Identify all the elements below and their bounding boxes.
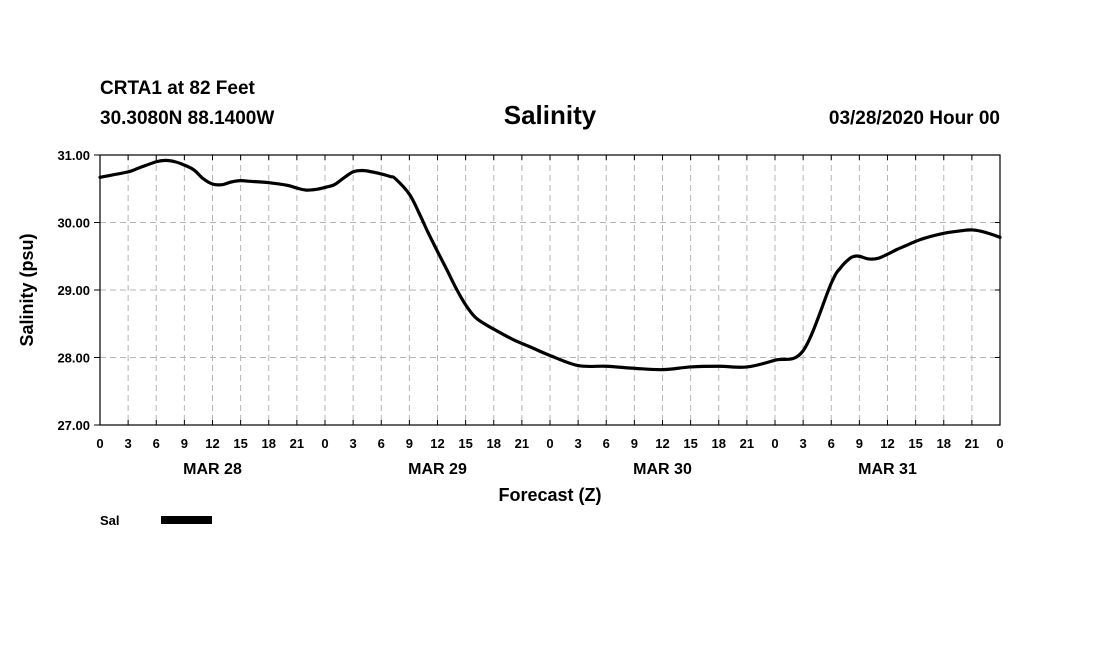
x-tick-label: 18 [937,436,951,451]
x-tick-label: 18 [487,436,501,451]
x-tick-label: 9 [856,436,863,451]
station-label: CRTA1 at 82 Feet [100,78,256,99]
y-tick-label: 28.00 [57,351,90,366]
x-tick-label: 12 [205,436,219,451]
legend-swatch-sal [161,516,212,524]
x-tick-label: 0 [96,436,103,451]
legend-label-sal: Sal [100,513,120,528]
x-tick-label: 9 [181,436,188,451]
y-tick-label: 27.00 [57,418,90,433]
x-tick-label: 15 [233,436,247,451]
run-time-label: 03/28/2020 Hour 00 [829,108,1000,129]
day-label: MAR 30 [633,461,692,478]
x-tick-label: 6 [603,436,610,451]
x-tick-label: 12 [430,436,444,451]
x-tick-label: 3 [350,436,357,451]
x-tick-label: 12 [880,436,894,451]
y-tick-label: 30.00 [57,216,90,231]
x-tick-label: 21 [515,436,529,451]
x-tick-label: 0 [546,436,553,451]
x-tick-label: 21 [740,436,754,451]
x-tick-label: 0 [771,436,778,451]
x-tick-label: 0 [996,436,1003,451]
day-label: MAR 31 [858,461,917,478]
coordinates-label: 30.3080N 88.1400W [100,108,274,129]
day-label: MAR 28 [183,461,242,478]
x-tick-label: 18 [262,436,276,451]
x-axis-title: Forecast (Z) [498,485,601,505]
y-tick-labels: 31.00 30.00 29.00 28.00 27.00 [57,148,90,433]
grid-lines [100,155,1000,425]
x-tick-label: 0 [321,436,328,451]
x-tick-label: 21 [290,436,304,451]
x-tick-label: 9 [631,436,638,451]
x-tick-label: 6 [153,436,160,451]
y-tick-label: 31.00 [57,148,90,163]
axis-ticks [94,154,1001,426]
chart-title: Salinity [504,100,597,130]
x-tick-label: 15 [908,436,922,451]
x-tick-label: 15 [458,436,472,451]
x-tick-label: 3 [575,436,582,451]
x-tick-label: 21 [965,436,979,451]
day-label: MAR 29 [408,461,467,478]
x-tick-label: 9 [406,436,413,451]
x-tick-label: 6 [378,436,385,451]
y-axis-title: Salinity (psu) [17,233,37,346]
x-tick-label: 3 [125,436,132,451]
day-labels: MAR 28 MAR 29 MAR 30 MAR 31 [183,461,917,478]
x-tick-label: 12 [655,436,669,451]
series-line-sal [98,158,1002,372]
x-tick-label: 18 [712,436,726,451]
x-tick-label: 6 [828,436,835,451]
y-tick-label: 29.00 [57,283,90,298]
plot-frame [99,154,1001,426]
x-tick-label: 15 [683,436,697,451]
x-tick-label: 3 [800,436,807,451]
x-tick-labels: 0 3 6 9 12 15 18 21 0 3 6 9 12 15 18 21 0 3 6 9 12 15 18 21 0 3 6 9… [96,436,1003,451]
